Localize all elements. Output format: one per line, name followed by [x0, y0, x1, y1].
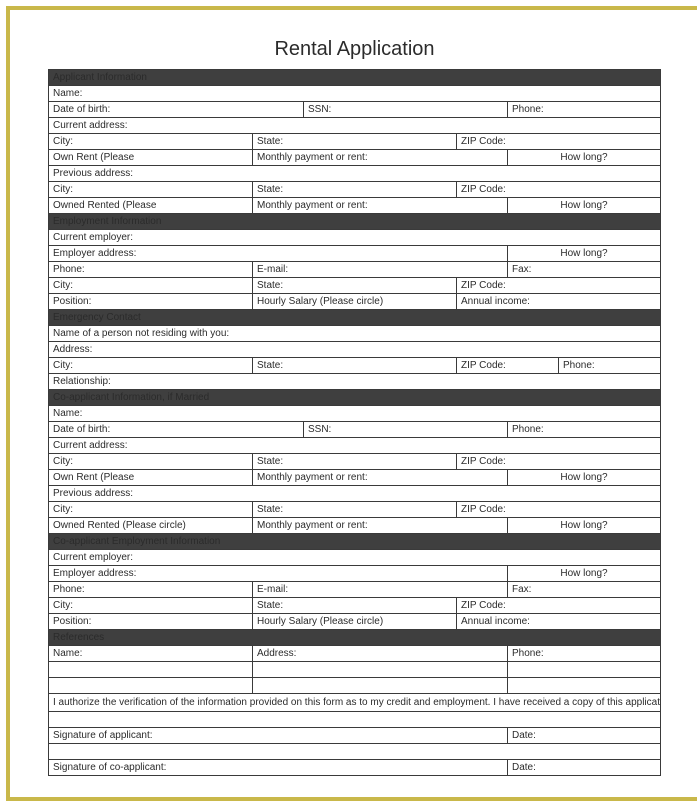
field-emp-phone: Phone: [49, 262, 253, 278]
field-coe-zip: ZIP Code: [457, 598, 661, 614]
field-phone: Phone: [508, 102, 661, 118]
field-co-prev-how-long: How long? [508, 518, 661, 534]
field-coe-how-long: How long? [508, 566, 661, 582]
field-prev-how-long: How long? [508, 198, 661, 214]
field-co-prev-zip: ZIP Code: [457, 502, 661, 518]
field-annual-income: Annual income: [457, 294, 661, 310]
field-emerg-phone: Phone: [559, 358, 661, 374]
authorization-text: I authorize the verification of the info… [49, 694, 661, 712]
field-coe-email: E-mail: [253, 582, 508, 598]
field-co-ssn: SSN: [304, 422, 508, 438]
field-employer-address: Employer address: [49, 246, 508, 262]
field-prev-monthly: Monthly payment or rent: [253, 198, 508, 214]
field-coe-phone: Phone: [49, 582, 253, 598]
field-coe-state: State: [253, 598, 457, 614]
field-prev-city: City: [49, 182, 253, 198]
field-ref-row2-phone [508, 662, 661, 678]
field-co-prev-city: City: [49, 502, 253, 518]
field-hourly-salary: Hourly Salary (Please circle) [253, 294, 457, 310]
field-ref-row2-name [49, 662, 253, 678]
spacer [49, 712, 661, 728]
field-own-rent: Own Rent (Please [49, 150, 253, 166]
field-co-current-address: Current address: [49, 438, 661, 454]
field-prev-zip: ZIP Code: [457, 182, 661, 198]
section-emergency: Emergency Contact [49, 310, 661, 326]
field-dob: Date of birth: [49, 102, 304, 118]
field-prev-state: State: [253, 182, 457, 198]
field-emerg-name: Name of a person not residing with you: [49, 326, 661, 342]
field-co-prev-state: State: [253, 502, 457, 518]
field-coe-annual-income: Annual income: [457, 614, 661, 630]
field-co-how-long: How long? [508, 470, 661, 486]
field-coe-city: City: [49, 598, 253, 614]
section-references: References [49, 630, 661, 646]
field-co-monthly: Monthly payment or rent: [253, 470, 508, 486]
field-sig-date1: Date: [508, 728, 661, 744]
spacer [49, 744, 661, 760]
field-emerg-state: State: [253, 358, 457, 374]
field-ref-row3-phone [508, 678, 661, 694]
field-ref-phone: Phone: [508, 646, 661, 662]
field-coe-fax: Fax: [508, 582, 661, 598]
field-emerg-city: City: [49, 358, 253, 374]
field-coe-employer: Current employer: [49, 550, 661, 566]
field-co-city: City: [49, 454, 253, 470]
field-ref-name: Name: [49, 646, 253, 662]
field-emp-email: E-mail: [253, 262, 508, 278]
field-emp-how-long: How long? [508, 246, 661, 262]
field-position: Position: [49, 294, 253, 310]
field-emp-zip: ZIP Code: [457, 278, 661, 294]
section-employment: Employment Information [49, 214, 661, 230]
field-co-own-rent: Own Rent (Please [49, 470, 253, 486]
form-title: Rental Application [48, 38, 661, 61]
field-emerg-address: Address: [49, 342, 661, 358]
field-coe-position: Position: [49, 614, 253, 630]
field-ref-row2-address [253, 662, 508, 678]
field-co-dob: Date of birth: [49, 422, 304, 438]
field-sig-coapplicant: Signature of co-applicant: [49, 760, 508, 776]
field-co-zip: ZIP Code: [457, 454, 661, 470]
field-state: State: [253, 134, 457, 150]
field-ref-address: Address: [253, 646, 508, 662]
field-emp-state: State: [253, 278, 457, 294]
field-zip: ZIP Code: [457, 134, 661, 150]
section-coapplicant: Co-applicant Information, if Married [49, 390, 661, 406]
field-ssn: SSN: [304, 102, 508, 118]
field-city: City: [49, 134, 253, 150]
field-coe-hourly-salary: Hourly Salary (Please circle) [253, 614, 457, 630]
field-ref-row3-address [253, 678, 508, 694]
field-owned-rented: Owned Rented (Please [49, 198, 253, 214]
field-co-owned-rented: Owned Rented (Please circle) [49, 518, 253, 534]
form-frame: Rental Application Applicant Information… [6, 6, 697, 801]
field-how-long: How long? [508, 150, 661, 166]
field-prev-address: Previous address: [49, 166, 661, 182]
field-monthly: Monthly payment or rent: [253, 150, 508, 166]
section-applicant: Applicant Information [49, 70, 661, 86]
field-current-address: Current address: [49, 118, 661, 134]
field-co-state: State: [253, 454, 457, 470]
field-ref-row3-name [49, 678, 253, 694]
field-relationship: Relationship: [49, 374, 661, 390]
field-sig-date2: Date: [508, 760, 661, 776]
field-co-name: Name: [49, 406, 661, 422]
field-emp-fax: Fax: [508, 262, 661, 278]
field-employer: Current employer: [49, 230, 661, 246]
field-co-phone: Phone: [508, 422, 661, 438]
field-coe-address: Employer address: [49, 566, 508, 582]
field-emerg-zip: ZIP Code: [457, 358, 559, 374]
field-co-prev-address: Previous address: [49, 486, 661, 502]
section-co-employment: Co-applicant Employment Information [49, 534, 661, 550]
field-sig-applicant: Signature of applicant: [49, 728, 508, 744]
field-name: Name: [49, 86, 661, 102]
field-co-prev-monthly: Monthly payment or rent: [253, 518, 508, 534]
rental-application-table: Applicant Information Name: Date of birt… [48, 69, 661, 776]
field-emp-city: City: [49, 278, 253, 294]
